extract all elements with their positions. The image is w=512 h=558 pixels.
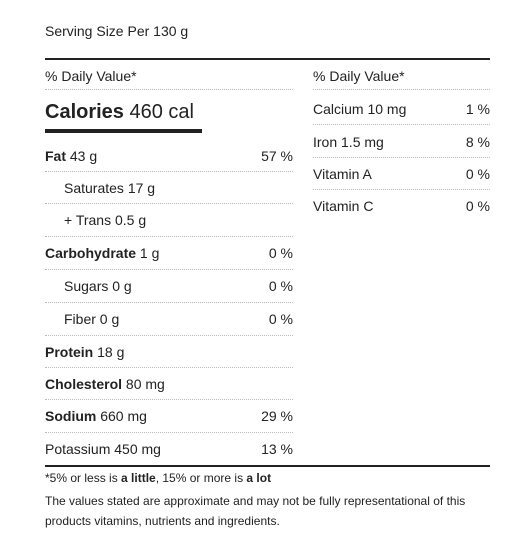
nutrient-label: Sugars 0 g (64, 278, 132, 294)
nutrient-row-fat: Fat 43 g 57 % (45, 139, 293, 171)
disclaimer: The values stated are approximate and ma… (45, 494, 466, 528)
nutrient-percent: 29 % (261, 408, 293, 424)
nutrient-row-potassium: Potassium 450 mg 13 % (45, 432, 293, 464)
nutrient-label: Potassium 450 mg (45, 441, 161, 457)
nutrient-row-sugars: Sugars 0 g 0 % (45, 269, 293, 301)
divider (45, 399, 293, 400)
nutrient-row-cholesterol: Cholesterol 80 mg (45, 367, 293, 399)
divider (45, 302, 293, 303)
divider (45, 236, 293, 237)
nutrient-label: Saturates 17 g (64, 180, 156, 196)
mineral-label: Vitamin C (313, 198, 374, 214)
calories-line: Calories 460 cal (45, 101, 194, 124)
nutrient-percent: 0 % (268, 278, 293, 294)
nutrient-label: Sodium 660 mg (45, 408, 147, 424)
divider (313, 124, 490, 125)
divider (45, 89, 293, 90)
mineral-percent: 1 % (465, 101, 490, 117)
nutrient-percent: 13 % (261, 441, 293, 457)
nutrient-row-trans: + Trans 0.5 g (45, 203, 293, 235)
divider (45, 269, 293, 270)
nutrient-row-fiber: Fiber 0 g 0 % (45, 302, 293, 334)
calories-label: Calories (45, 101, 124, 123)
nutrient-label: Cholesterol 80 mg (45, 376, 165, 392)
nutrient-percent: 57 % (261, 148, 293, 164)
nutrient-percent: 0 % (268, 245, 293, 261)
mineral-row-iron: Iron 1.5 mg 8 % (313, 125, 490, 157)
nutrient-label: + Trans 0.5 g (64, 212, 147, 228)
nutrient-label: Fiber 0 g (64, 311, 120, 327)
divider (45, 203, 293, 204)
divider (45, 171, 293, 172)
nutrient-row-sodium: Sodium 660 mg 29 % (45, 399, 293, 431)
calories-value: 460 cal (129, 101, 195, 123)
divider (45, 335, 293, 336)
calories-underline (45, 129, 202, 133)
nutrient-percent: 0 % (268, 311, 293, 327)
divider (313, 189, 490, 190)
mineral-percent: 0 % (465, 198, 490, 214)
divider (313, 89, 490, 90)
right-daily-value-header: % Daily Value* (313, 68, 405, 84)
divider (313, 157, 490, 158)
nutrient-label: Protein 18 g (45, 344, 125, 360)
bottom-divider (45, 465, 490, 467)
mineral-row-calcium: Calcium 10 mg 1 % (313, 92, 490, 124)
divider (45, 432, 293, 433)
divider (45, 367, 293, 368)
nutrient-row-carbohydrate: Carbohydrate 1 g 0 % (45, 236, 293, 268)
serving-size: Serving Size Per 130 g (45, 23, 189, 39)
mineral-row-vitamin-c: Vitamin C 0 % (313, 189, 490, 221)
nutrient-row-protein: Protein 18 g (45, 335, 293, 367)
mineral-label: Vitamin A (313, 166, 372, 182)
mineral-percent: 0 % (465, 166, 490, 182)
footnote: *5% or less is a little, 15% or more is … (45, 471, 272, 485)
left-daily-value-header: % Daily Value* (45, 68, 137, 84)
nutrient-label: Fat 43 g (45, 148, 98, 164)
mineral-label: Calcium 10 mg (313, 101, 407, 117)
nutrient-row-saturates: Saturates 17 g (45, 171, 293, 203)
mineral-label: Iron 1.5 mg (313, 134, 384, 150)
mineral-percent: 8 % (465, 134, 490, 150)
mineral-row-vitamin-a: Vitamin A 0 % (313, 157, 490, 189)
top-divider (45, 58, 490, 60)
nutrient-label: Carbohydrate 1 g (45, 245, 160, 261)
